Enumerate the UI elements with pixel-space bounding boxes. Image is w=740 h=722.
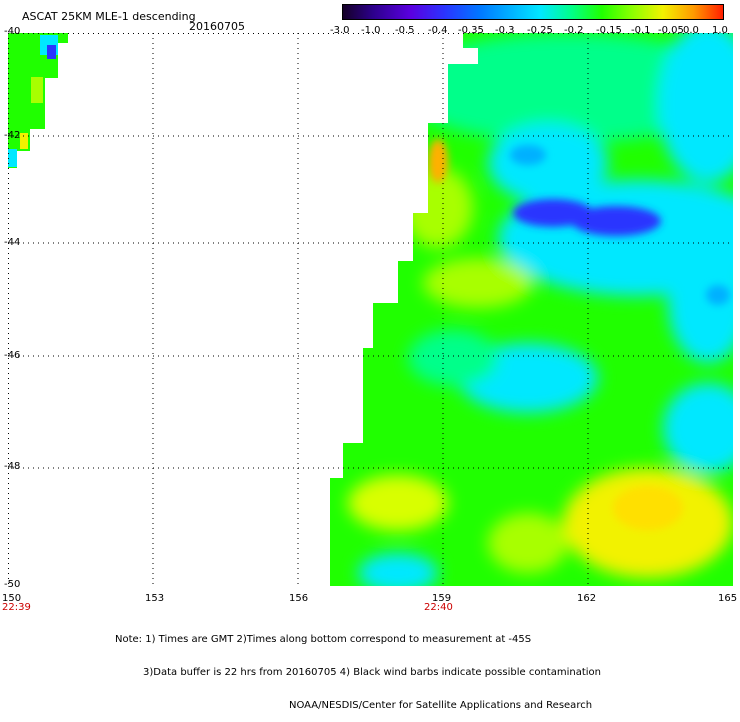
swath-blue-core [510,145,546,165]
colorbar-tick-label: -1.0 [361,25,381,36]
colorbar-tick-label: -0.35 [458,25,484,36]
lat-label: -42 [4,130,21,141]
lon-label: 153 [145,593,165,604]
left-swath-blue [47,45,56,59]
note-line-1: Note: 1) Times are GMT 2)Times along bot… [115,634,532,645]
swath-orange-spot [428,139,448,183]
colorbar-gradient [342,4,724,20]
lon-label: 150 [2,593,22,604]
swath-patch [658,33,733,183]
swath-patch [348,475,448,531]
left-swath-lime [31,77,43,103]
swath-yellow-core [613,486,683,530]
lon-label: 156 [289,593,309,604]
swath-patch [488,123,608,203]
colorbar-tick-label: 1.0 [712,25,728,36]
map-svg [8,33,733,586]
swath-patch [358,553,438,586]
map-grid [8,33,733,586]
main-swath [330,33,733,586]
page-title: ASCAT 25KM MLE-1 descending [22,10,196,23]
colorbar-svg [342,4,724,20]
left-swath-yellow [20,133,28,149]
notes: Note: 1) Times are GMT 2)Times along bot… [115,612,635,722]
colorbar-tick-label: -3.0 [330,25,350,36]
page-date: 20160705 [189,20,245,33]
colorbar-tick-label: -0.3 [495,25,515,36]
colorbar-border [342,4,724,20]
lat-label: -44 [4,237,21,248]
swath-patch [668,243,733,363]
colorbar-tick-label: -0.05 [658,25,684,36]
lon-label: 165 [718,593,738,604]
map-plot [8,33,733,586]
colorbar-tick-label: -0.15 [596,25,622,36]
lat-label: -40 [4,26,21,37]
time-label: 22:40 [424,602,453,613]
left-swath-cyan-2 [8,149,17,167]
colorbar-tick-label: -0.2 [564,25,584,36]
colorbar [342,4,724,20]
swath-patch [488,513,568,573]
lon-label: 162 [577,593,597,604]
lat-label: -46 [4,350,21,361]
note-line-3: NOAA/NESDIS/Center for Satellite Applica… [289,700,593,711]
swath-blue-core [571,206,661,236]
swath-patch [663,383,733,473]
colorbar-tick-label: 0.0 [683,25,699,36]
swath-blue-core [706,285,730,305]
lat-label: -48 [4,461,21,472]
colorbar-tick-label: -0.1 [631,25,651,36]
lon-label: 159 [432,593,452,604]
time-label: 22:39 [2,602,31,613]
note-line-2: 3)Data buffer is 22 hrs from 20160705 4)… [143,667,601,678]
lat-label: -50 [4,579,21,590]
colorbar-tick-label: -0.25 [527,25,553,36]
left-swath [8,33,68,168]
swath-patch [423,258,533,308]
colorbar-tick-label: -0.5 [395,25,415,36]
colorbar-tick-label: -0.4 [428,25,448,36]
swath-patch [398,33,733,143]
swath-patch [408,330,498,386]
